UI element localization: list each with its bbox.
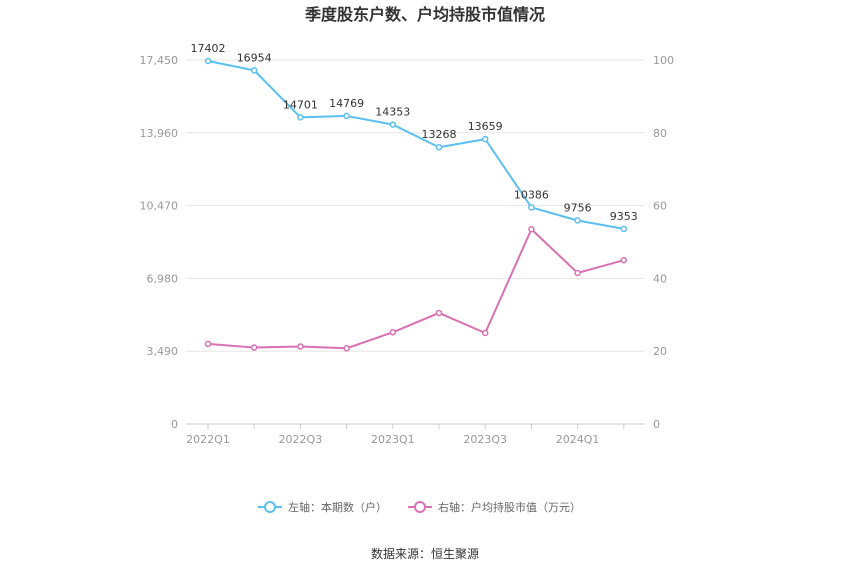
legend-item-holders[interactable]: 左轴：本期数（户）	[258, 500, 387, 514]
x-axis-tick-label: 2023Q1	[371, 433, 415, 446]
data-label: 13268	[422, 128, 457, 141]
x-axis-tick-label: 2024Q1	[556, 433, 600, 446]
data-point	[204, 57, 212, 65]
data-point	[204, 340, 212, 348]
data-point	[574, 217, 581, 224]
right-axis-tick-label: 60	[653, 200, 667, 213]
data-point	[297, 343, 304, 350]
series-line-holders	[207, 60, 624, 230]
legend-item-avg-value[interactable]: 右轴：户均持股市值（万元）	[408, 500, 581, 514]
data-point	[297, 114, 304, 121]
data-point	[389, 121, 397, 128]
data-point	[574, 269, 581, 277]
right-axis-tick-label: 100	[653, 54, 674, 67]
data-label: 14701	[283, 98, 318, 111]
data-point	[481, 135, 489, 143]
data-point	[389, 329, 397, 336]
x-axis-tick-label: 2022Q3	[279, 433, 323, 446]
x-axis-tick-label: 2023Q3	[463, 433, 507, 446]
left-axis-tick-label: 10,470	[140, 200, 179, 213]
data-point	[250, 344, 258, 351]
left-axis-tick-label: 17,450	[140, 54, 179, 67]
data-source: 数据来源：恒生聚源	[371, 546, 479, 561]
legend-marker-icon	[264, 501, 276, 513]
grid-lines	[186, 59, 645, 425]
data-label: 10386	[514, 188, 549, 201]
data-point	[481, 329, 489, 337]
left-axis-tick-label: 13,960	[140, 127, 179, 140]
data-label: 16954	[237, 51, 272, 64]
right-axis-tick-label: 40	[653, 272, 667, 285]
data-point	[435, 143, 443, 151]
right-axis-tick-label: 20	[653, 345, 667, 358]
left-axis-tick-label: 0	[171, 418, 178, 431]
data-point	[620, 225, 628, 233]
legend[interactable]: 左轴：本期数（户） 右轴：户均持股市值（万元）	[258, 500, 581, 514]
data-label: 14353	[375, 106, 410, 119]
left-axis-tick-label: 6,980	[147, 272, 179, 285]
legend-marker-icon	[414, 501, 426, 513]
right-axis-tick-label: 0	[653, 418, 660, 431]
data-label: 9353	[610, 210, 638, 223]
data-label: 14769	[329, 97, 364, 110]
data-point	[343, 345, 350, 352]
legend-label: 左轴：本期数（户）	[288, 500, 387, 514]
data-point	[250, 67, 258, 74]
x-axis-tick-label: 2022Q1	[186, 433, 230, 446]
left-axis-tick-label: 3,490	[147, 345, 179, 358]
legend-label: 右轴：户均持股市值（万元）	[438, 500, 581, 514]
data-label: 13659	[468, 120, 503, 133]
data-point	[528, 226, 535, 233]
data-point	[528, 204, 535, 211]
series-line-avg-value	[207, 228, 625, 350]
right-axis-tick-label: 80	[653, 127, 667, 140]
data-point	[620, 256, 628, 264]
axes: 0 0 3,490 20 6,980 40 10,470 60 13,960 80 17,450 10…	[140, 54, 675, 446]
chart-title: 季度股东户数、户均持股市值情况	[304, 5, 545, 24]
data-label: 9756	[564, 201, 592, 214]
data-label: 17402	[191, 42, 226, 55]
data-point	[435, 309, 443, 317]
data-point	[343, 112, 350, 120]
series-lines: 17402 16954 14701 14769 14353 13268 13659 10386…	[191, 42, 638, 352]
